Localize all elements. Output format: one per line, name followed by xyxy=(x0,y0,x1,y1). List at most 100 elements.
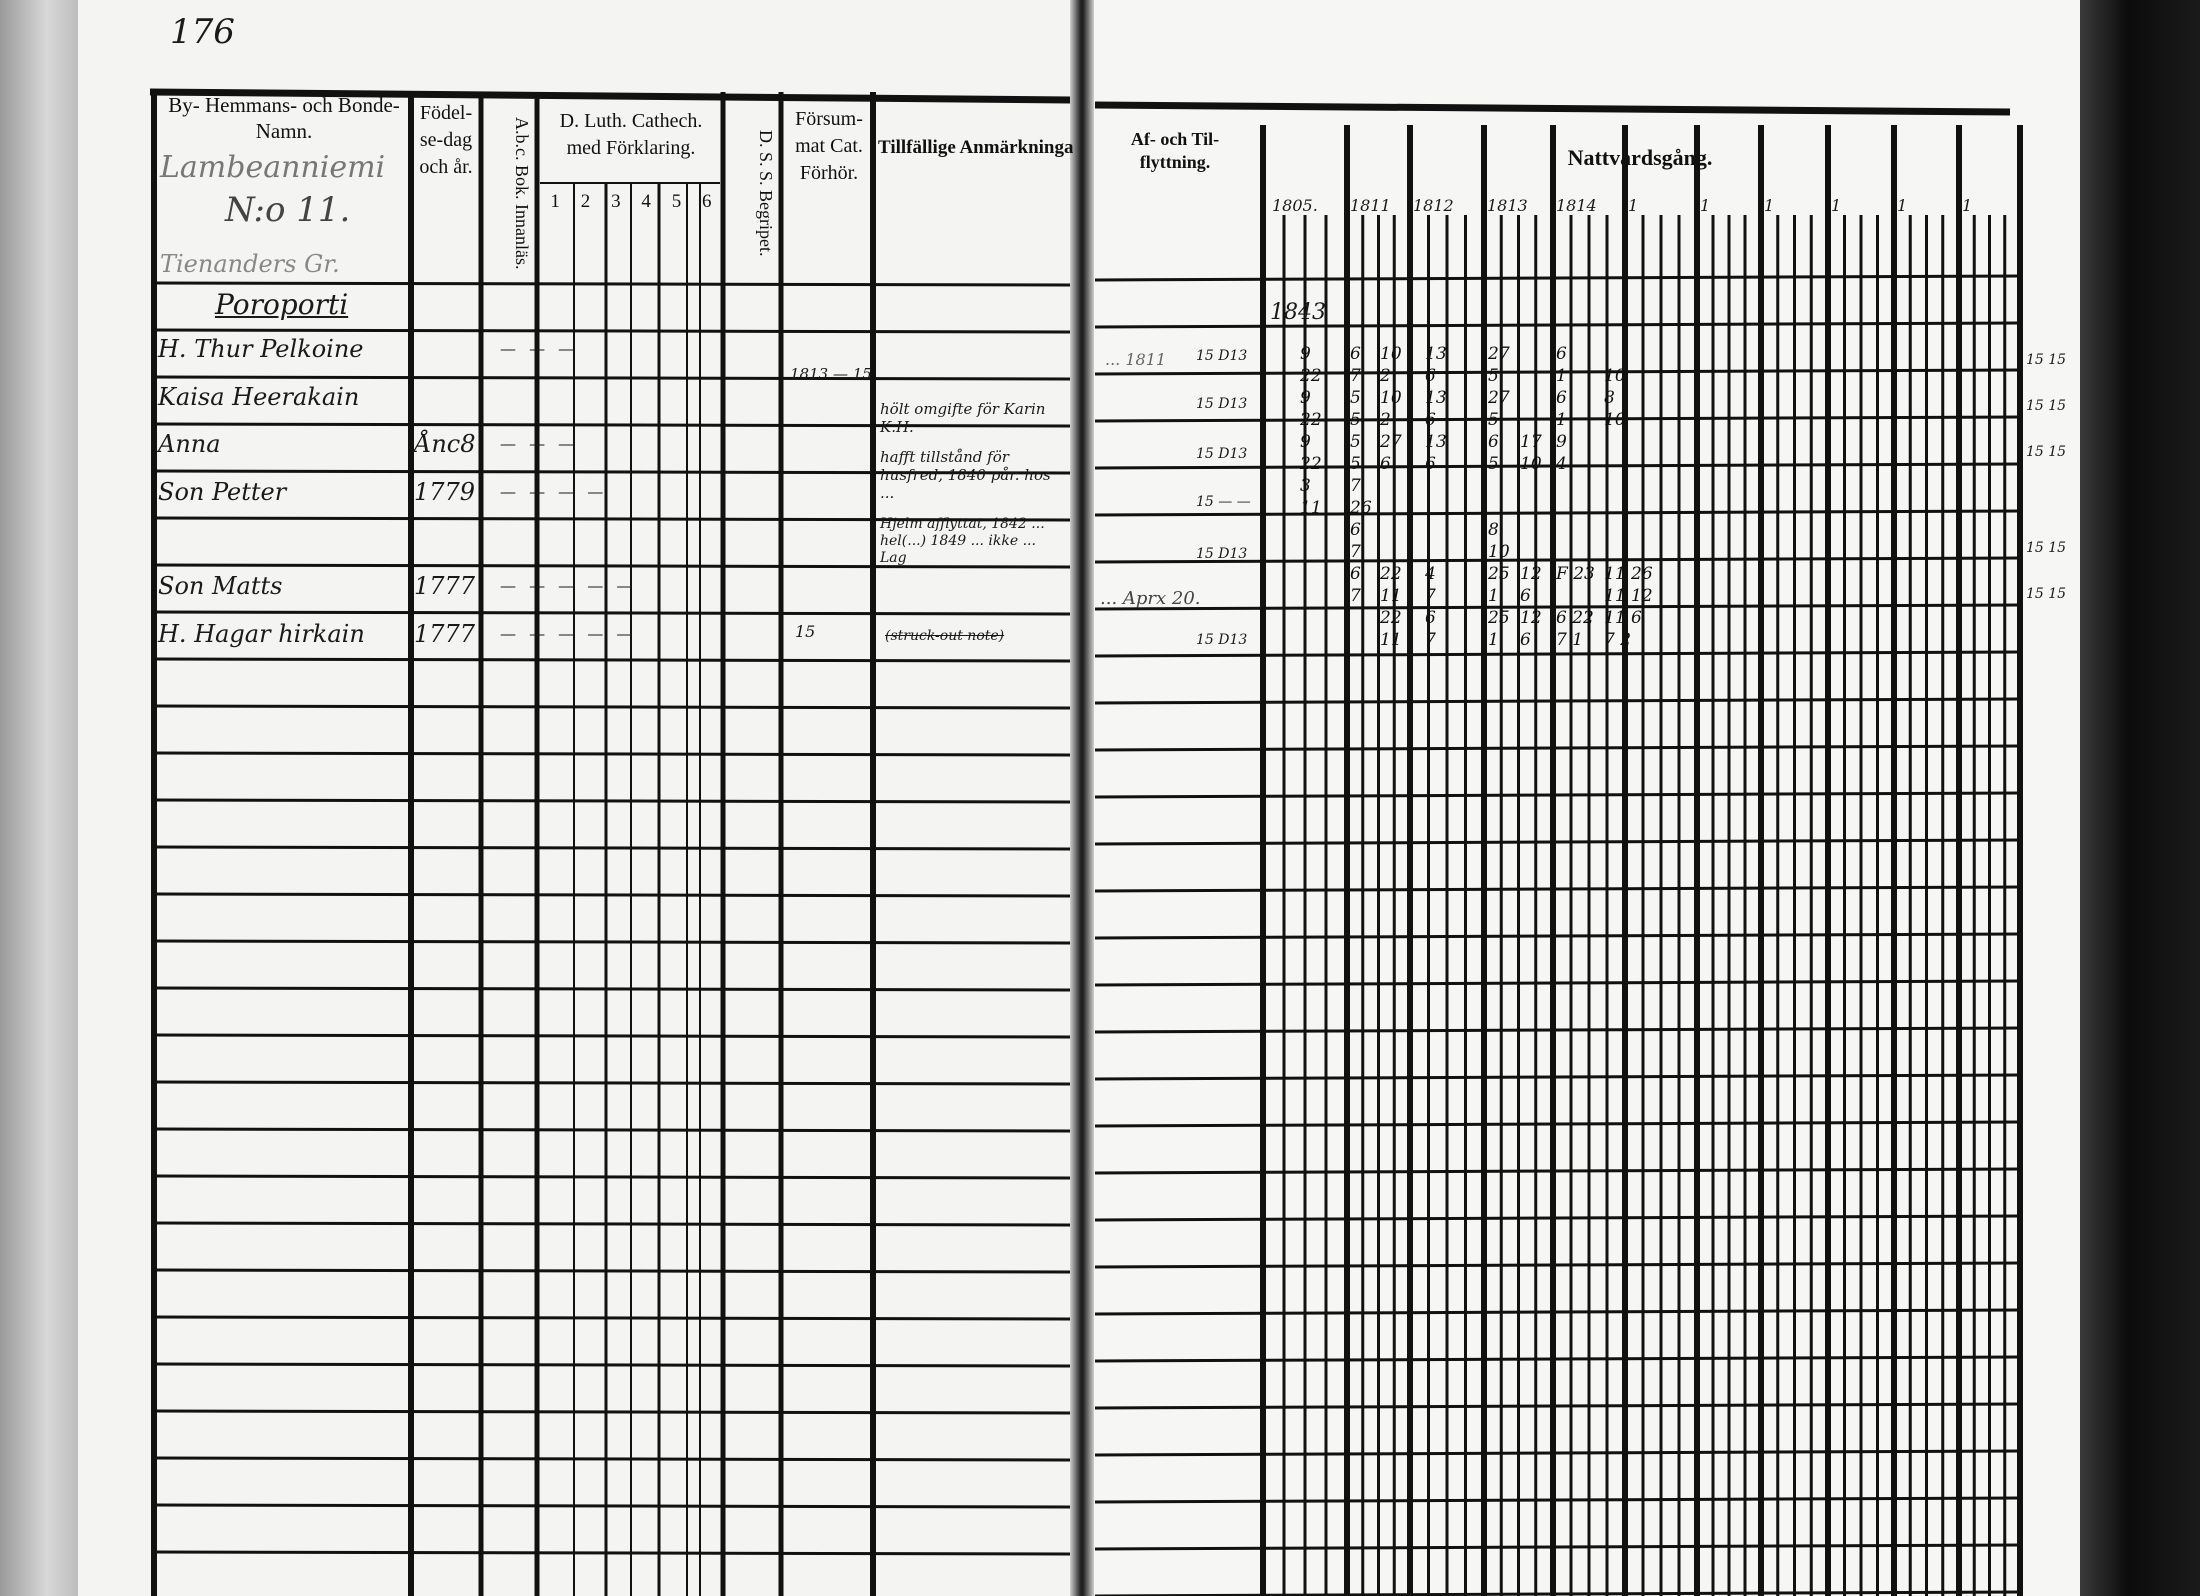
remark: Hjelm afflyttat, 1842 ... hel(...) 1849 … xyxy=(880,516,1045,566)
communion-date: 11 6 xyxy=(1604,608,1642,628)
row-rule xyxy=(153,751,1071,757)
communion-date: 7 1 xyxy=(1556,630,1584,650)
row-rule xyxy=(153,1174,1071,1180)
row-rule xyxy=(1094,885,2021,893)
row-rule xyxy=(153,1033,1071,1039)
part-1: 1 xyxy=(550,191,560,212)
remark: hölt omgifte för Karin K.H. xyxy=(880,400,1046,436)
communion-date: 6 xyxy=(1425,454,1436,474)
communion-date: 10 xyxy=(1380,344,1402,364)
row-rule xyxy=(1094,368,2021,376)
row-rule xyxy=(153,375,1071,381)
communion-date: 2 xyxy=(1380,366,1391,386)
left-page xyxy=(78,0,1083,1596)
part-2: 2 xyxy=(580,191,591,212)
communion-date: 5 xyxy=(1350,432,1361,452)
row-rule xyxy=(153,1409,1071,1415)
row-rule xyxy=(153,986,1071,992)
header-dss: D. S. S. Begripet. xyxy=(756,129,776,257)
entry-marks: — — — — — xyxy=(500,576,637,595)
moving-mark: 15 — — xyxy=(1196,494,1251,510)
book-binding xyxy=(2080,0,2200,1596)
communion-date: 1 xyxy=(1488,586,1499,606)
margin-mark: 15 15 xyxy=(2026,352,2067,368)
communion-date: 7 xyxy=(1425,586,1436,606)
row-rule xyxy=(1094,1308,2021,1316)
communion-year: 1813 xyxy=(1487,196,1528,215)
missed-mark: 15 xyxy=(795,622,816,641)
row-rule xyxy=(153,610,1071,616)
communion-year: 1 xyxy=(1700,196,1711,215)
row-rule xyxy=(153,469,1071,475)
communion-date: 2 xyxy=(1380,410,1391,430)
entry-birth: 1777 xyxy=(414,572,476,600)
row-rule xyxy=(1094,650,2021,658)
entry-marks: — — — — xyxy=(500,482,608,501)
communion-date: 12 xyxy=(1520,608,1542,628)
row-rule xyxy=(153,798,1071,804)
communion-year: 1 xyxy=(1962,196,1973,215)
entry-name: Son Petter xyxy=(158,478,287,506)
row-rule xyxy=(153,657,1071,663)
communion-date: 11 12 xyxy=(1604,586,1653,606)
moving-mark: 15 D13 xyxy=(1196,546,1248,562)
communion-date: 13 xyxy=(1425,432,1447,452)
row-rule xyxy=(1094,697,2021,705)
catechism-parts: 1 2 3 4 5 6 xyxy=(540,190,722,213)
communion-date: 10 xyxy=(1380,388,1402,408)
row-rule xyxy=(153,1268,1071,1274)
communion-date: 26 xyxy=(1350,498,1372,518)
moving-note: ... Aprx 20. xyxy=(1100,588,1201,609)
communion-date: 27 xyxy=(1488,388,1510,408)
row-rule xyxy=(1094,1214,2021,1222)
header-abc: A.b.c. Bok. Innanläs. xyxy=(512,116,532,270)
communion-date: 22 xyxy=(1380,608,1402,628)
row-rule xyxy=(1094,321,2021,329)
part-5: 5 xyxy=(671,191,682,212)
communion-year: 1812 xyxy=(1413,196,1454,215)
row-rule xyxy=(1094,791,2021,799)
corner-note: 1843 xyxy=(1270,300,1326,325)
row-rule xyxy=(153,845,1071,851)
row-rule xyxy=(153,1362,1071,1368)
communion-date: 6 xyxy=(1350,564,1361,584)
communion-date: 6 xyxy=(1520,630,1531,650)
communion-date: 22 xyxy=(1300,410,1322,430)
row-rule xyxy=(1094,838,2021,846)
communion-date: 27 xyxy=(1380,432,1402,452)
communion-date: 5 xyxy=(1350,454,1361,474)
row-rule xyxy=(1094,1261,2021,1269)
header-name: By- Hemmans- och Bonde-Namn. xyxy=(168,93,400,143)
communion-date: 6 xyxy=(1380,454,1391,474)
communion-date: 9 xyxy=(1556,432,1567,452)
moving-note: ... 1811 xyxy=(1105,350,1167,369)
moving-mark: 15 D13 xyxy=(1196,446,1248,462)
communion-date: F 23 xyxy=(1556,564,1595,584)
entry-name: H. Hagar hirkain xyxy=(158,620,365,648)
communion-date: 9 xyxy=(1300,388,1311,408)
row-rule xyxy=(153,1503,1071,1509)
communion-date: 5 xyxy=(1488,410,1499,430)
row-rule xyxy=(1094,274,2021,282)
row-rule xyxy=(1094,462,2021,470)
communion-date: 25 xyxy=(1488,608,1510,628)
village-name: Lambeanniemi xyxy=(160,150,386,185)
communion-date: 11 26 xyxy=(1604,564,1653,584)
communion-date: 7 2 xyxy=(1604,630,1632,650)
entry-name: Kaisa Heerakain xyxy=(158,383,360,411)
communion-date: 6 xyxy=(1350,520,1361,540)
communion-date: 7 xyxy=(1425,630,1436,650)
communion-date: 27 xyxy=(1488,344,1510,364)
row-rule xyxy=(1094,1026,2021,1034)
communion-date: 13 xyxy=(1425,344,1447,364)
row-rule xyxy=(153,704,1071,710)
communion-year: 1 xyxy=(1764,196,1775,215)
row-rule xyxy=(153,1550,1071,1556)
row-rule xyxy=(1094,509,2021,517)
communion-date: 6 xyxy=(1425,608,1436,628)
row-rule xyxy=(153,1456,1071,1462)
margin-mark: 15 15 xyxy=(2026,540,2067,556)
row-rule xyxy=(1094,744,2021,752)
communion-date: 6 xyxy=(1488,432,1499,452)
